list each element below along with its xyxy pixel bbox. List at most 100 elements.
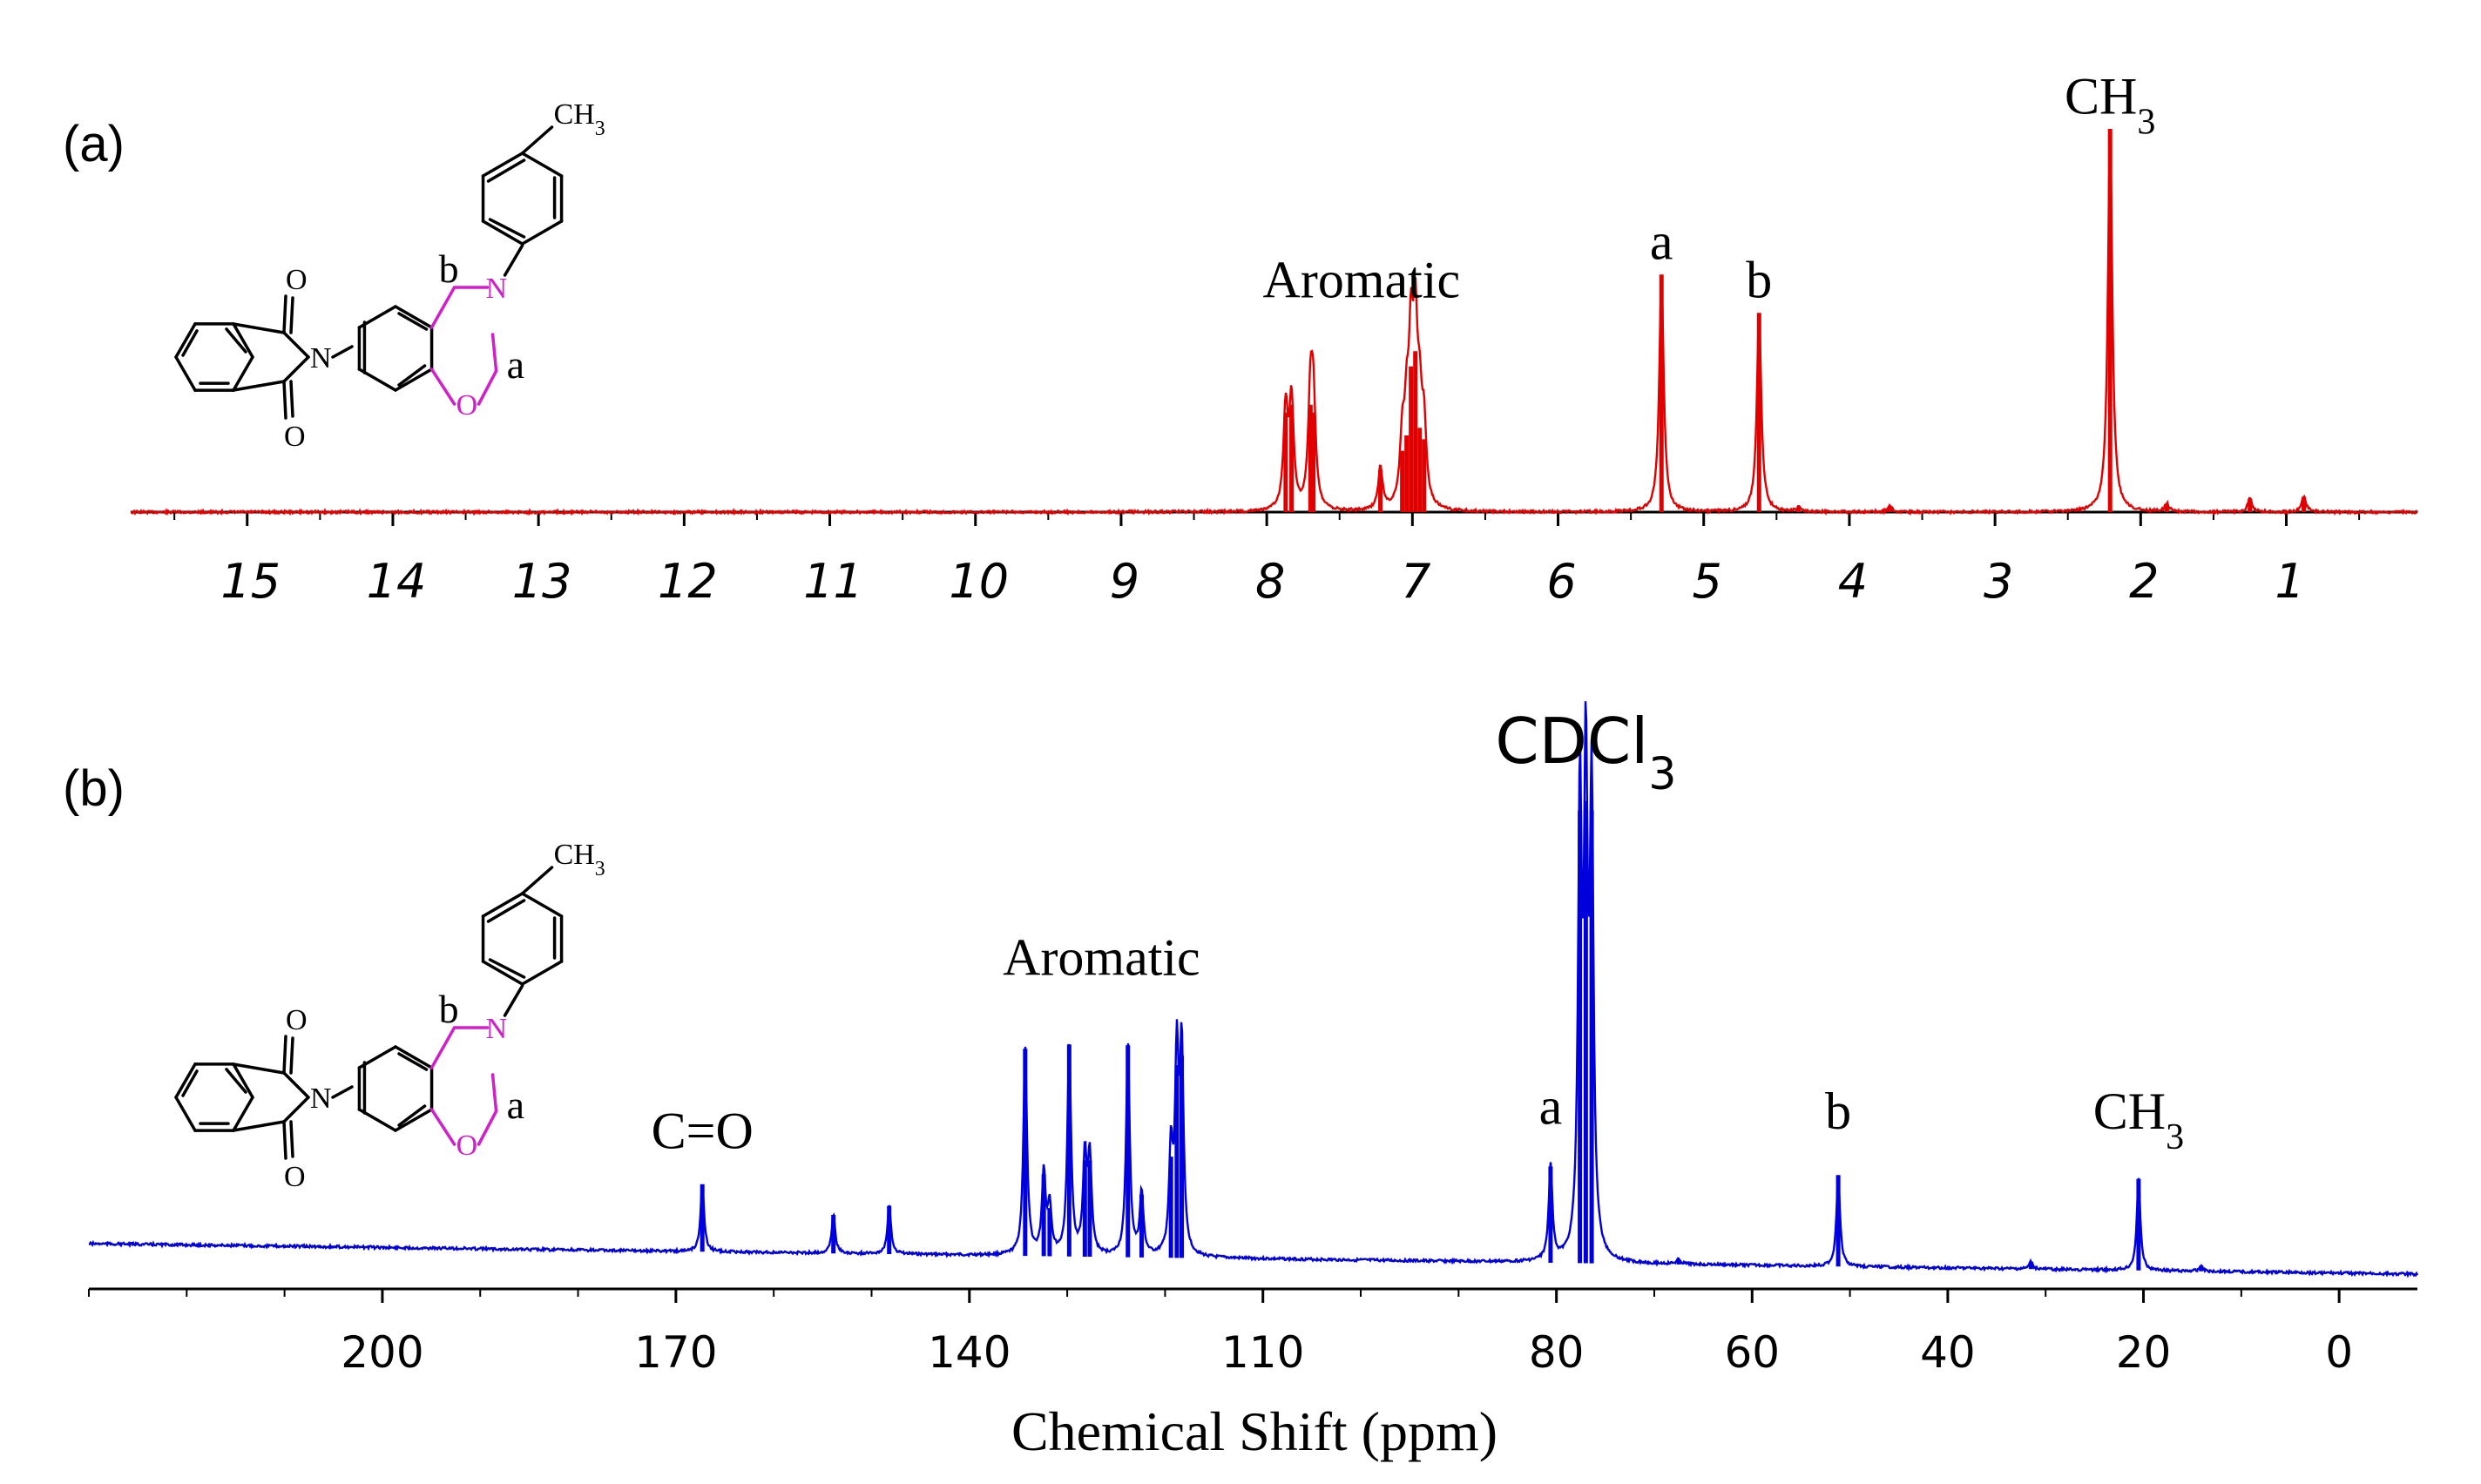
x-tick-label: 200 xyxy=(341,1327,423,1378)
bond xyxy=(225,327,247,354)
bond xyxy=(397,1104,427,1127)
bond xyxy=(490,333,498,373)
x-axis-title: Chemical Shift (ppm) xyxy=(1011,1400,1497,1462)
peak-annotation: Aromatic xyxy=(1003,928,1200,986)
x-tick-label: 11 xyxy=(803,554,863,609)
bond xyxy=(232,322,286,334)
bond xyxy=(477,1110,498,1146)
bond xyxy=(481,960,524,986)
peak-annotation: a xyxy=(1650,213,1673,271)
bond xyxy=(289,1036,294,1075)
bond xyxy=(174,355,197,392)
x-tick-label: 9 xyxy=(1110,554,1139,609)
bond xyxy=(397,312,429,331)
atom-o-ring: O xyxy=(456,1130,478,1162)
x-tick-label: 170 xyxy=(634,1327,717,1378)
bond xyxy=(397,1052,429,1071)
x-tick-label: 3 xyxy=(1984,554,2013,609)
x-tick-label: 12 xyxy=(658,554,718,609)
bond xyxy=(503,244,524,277)
bond xyxy=(232,322,254,359)
bond xyxy=(490,1073,498,1113)
x-tick-label: 6 xyxy=(1546,554,1576,609)
peak-annotation: C=O xyxy=(652,1102,754,1159)
bond xyxy=(181,1069,199,1097)
bond xyxy=(282,1035,287,1075)
bond xyxy=(488,958,526,979)
bond xyxy=(282,380,287,420)
spectrum-trace xyxy=(130,132,2418,516)
bond xyxy=(289,1120,294,1158)
x-tick-label: 60 xyxy=(1724,1327,1780,1378)
x-tick-label: 140 xyxy=(928,1327,1011,1378)
bond xyxy=(394,1108,434,1132)
bond xyxy=(331,1085,354,1099)
structure-ch3-label: CH3 xyxy=(554,839,605,880)
bond xyxy=(503,984,524,1017)
atom-o-top: O xyxy=(286,1004,308,1036)
bond xyxy=(289,380,294,418)
peak-annotation: Aromatic xyxy=(1263,252,1461,309)
bond xyxy=(232,1120,286,1132)
bond xyxy=(225,1068,247,1094)
x-tick-label: 14 xyxy=(367,554,427,609)
bond xyxy=(282,331,310,359)
bond xyxy=(394,1045,434,1069)
bond xyxy=(397,364,427,387)
atom-o-top: O xyxy=(286,264,308,296)
bond xyxy=(486,899,526,923)
peak-annotation: a xyxy=(1539,1078,1563,1136)
bond xyxy=(481,152,524,178)
atom-o-bottom: O xyxy=(284,1161,306,1193)
bond xyxy=(429,368,456,406)
atom-n-imide: N xyxy=(310,342,332,374)
bond xyxy=(174,322,197,359)
x-tick-label: 20 xyxy=(2116,1327,2172,1378)
x-tick-label: 2 xyxy=(2129,554,2159,609)
atom-n-imide: N xyxy=(310,1083,332,1115)
atom-o-ring: O xyxy=(456,389,478,422)
bond xyxy=(429,1108,456,1146)
peak-annotation: b xyxy=(1825,1083,1851,1140)
x-tick-label: 4 xyxy=(1838,554,1868,609)
panel-a: (a) 15 14 13 12 11 10 9 8 7 6 5 4 3 2 1 Aromatic a b CH3 xyxy=(63,67,2418,609)
bond xyxy=(394,368,434,392)
peak-annotation: CH3 xyxy=(2093,1083,2184,1157)
bond xyxy=(282,355,310,383)
bond xyxy=(282,1120,287,1160)
peak-annotation: CH3 xyxy=(2065,67,2155,142)
site-label-b: b xyxy=(439,246,459,291)
bond xyxy=(481,219,524,246)
peak-annotation: b xyxy=(1746,252,1772,309)
bond xyxy=(174,1062,197,1099)
bond xyxy=(429,1026,456,1069)
panel-b: (b)200 170 140 110 80 60 40 20 0C=OAromaticaCDCl… xyxy=(63,701,2419,1378)
bond xyxy=(429,286,456,329)
bond xyxy=(477,369,498,406)
x-tick-label: 110 xyxy=(1221,1327,1304,1378)
x-tick-label: 80 xyxy=(1529,1327,1585,1378)
bond xyxy=(488,218,526,239)
panel-label: (b) xyxy=(63,760,125,817)
bond xyxy=(394,305,434,329)
x-tick-label: 7 xyxy=(1401,554,1430,609)
x-tick-label: 13 xyxy=(512,554,572,609)
panel-b-structure: O O N N Ob a CH3 xyxy=(174,839,605,1193)
bond xyxy=(282,294,287,334)
bond xyxy=(481,892,524,918)
bond xyxy=(282,1096,310,1123)
atom-n-ring: N xyxy=(486,1013,508,1045)
bond xyxy=(232,380,286,392)
bond xyxy=(232,1062,254,1099)
bond xyxy=(520,125,554,155)
bond xyxy=(520,219,564,246)
bond xyxy=(174,1096,197,1132)
panel-a-structure: O O N N Ob a CH3 xyxy=(174,98,605,453)
bond xyxy=(181,329,199,357)
bond xyxy=(331,345,354,359)
bond xyxy=(282,1071,310,1099)
x-tick-label: 15 xyxy=(220,554,281,609)
site-label-a: a xyxy=(507,342,524,387)
